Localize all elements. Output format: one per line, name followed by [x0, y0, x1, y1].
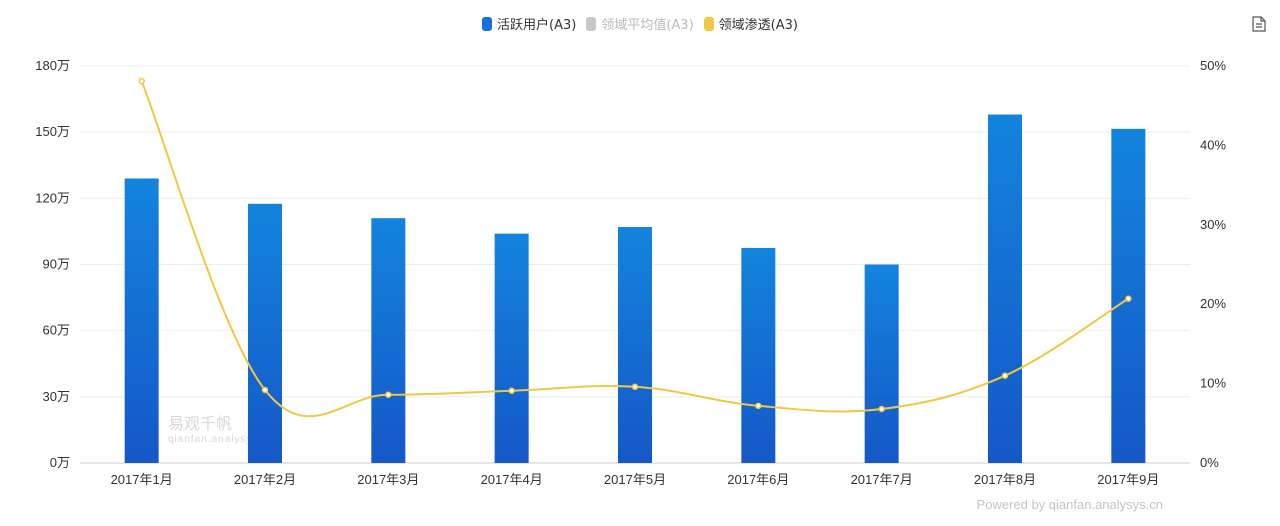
line-point	[1001, 372, 1009, 379]
x-tick: 2017年3月	[357, 472, 419, 487]
bar	[741, 247, 776, 463]
line-point	[261, 386, 269, 394]
line-point	[508, 387, 515, 394]
x-tick: 2017年6月	[727, 472, 789, 487]
x-tick: 2017年1月	[111, 472, 173, 487]
bar	[988, 114, 1022, 464]
y-right-tick: 50%	[1200, 58, 1226, 73]
x-tick: 2017年4月	[481, 472, 543, 487]
y-left-tick: 120万	[35, 190, 70, 205]
bar	[618, 227, 652, 463]
bar	[124, 178, 159, 463]
legend-label: 领域平均值(A3)	[601, 18, 694, 33]
bar	[864, 264, 899, 463]
document-icon[interactable]	[1252, 16, 1266, 37]
watermark: 易观千帆 qianfan.analysys.cn	[168, 410, 275, 445]
line-point	[138, 77, 145, 85]
y-left-tick: 180万	[35, 58, 70, 73]
line-point	[878, 405, 885, 413]
line-point	[755, 402, 762, 410]
legend-swatch	[482, 16, 493, 31]
bar	[494, 233, 529, 463]
legend-label: 活跃用户(A3)	[497, 18, 577, 33]
legend-item[interactable]: 领域平均值(A3)	[586, 14, 694, 33]
legend-label: 领域渗透(A3)	[718, 18, 798, 33]
legend-item[interactable]: 活跃用户(A3)	[482, 14, 576, 33]
line-point	[1125, 295, 1132, 302]
x-tick: 2017年8月	[974, 472, 1036, 487]
x-tick: 2017年2月	[234, 472, 296, 487]
x-tick: 2017年9月	[1097, 472, 1159, 487]
y-right-tick: 0%	[1200, 455, 1219, 470]
y-right-tick: 30%	[1200, 217, 1226, 232]
line-point	[385, 391, 392, 398]
legend-swatch	[586, 16, 597, 31]
y-left-tick: 30万	[43, 389, 70, 404]
y-left-tick: 60万	[43, 323, 70, 338]
powered-by: Powered by qianfan.analysys.cn	[976, 497, 1163, 512]
legend-swatch	[703, 16, 714, 31]
line-point	[631, 383, 639, 391]
y-left-tick: 90万	[43, 257, 70, 272]
y-right-tick: 10%	[1200, 376, 1226, 391]
y-left-tick: 0万	[50, 455, 70, 470]
y-right-tick: 40%	[1200, 137, 1226, 152]
x-tick: 2017年5月	[604, 472, 666, 487]
bar	[371, 218, 406, 463]
x-tick: 2017年7月	[851, 472, 913, 487]
y-right-tick: 20%	[1200, 296, 1226, 311]
watermark-title: 易观千帆	[168, 414, 233, 433]
watermark-sub: qianfan.analysys.cn	[168, 434, 275, 445]
legend-item[interactable]: 领域渗透(A3)	[703, 14, 798, 33]
bar	[248, 203, 282, 463]
legend: 活跃用户(A3) 领域平均值(A3) 领域渗透(A3)	[0, 14, 1280, 33]
y-left-tick: 150万	[35, 124, 70, 139]
